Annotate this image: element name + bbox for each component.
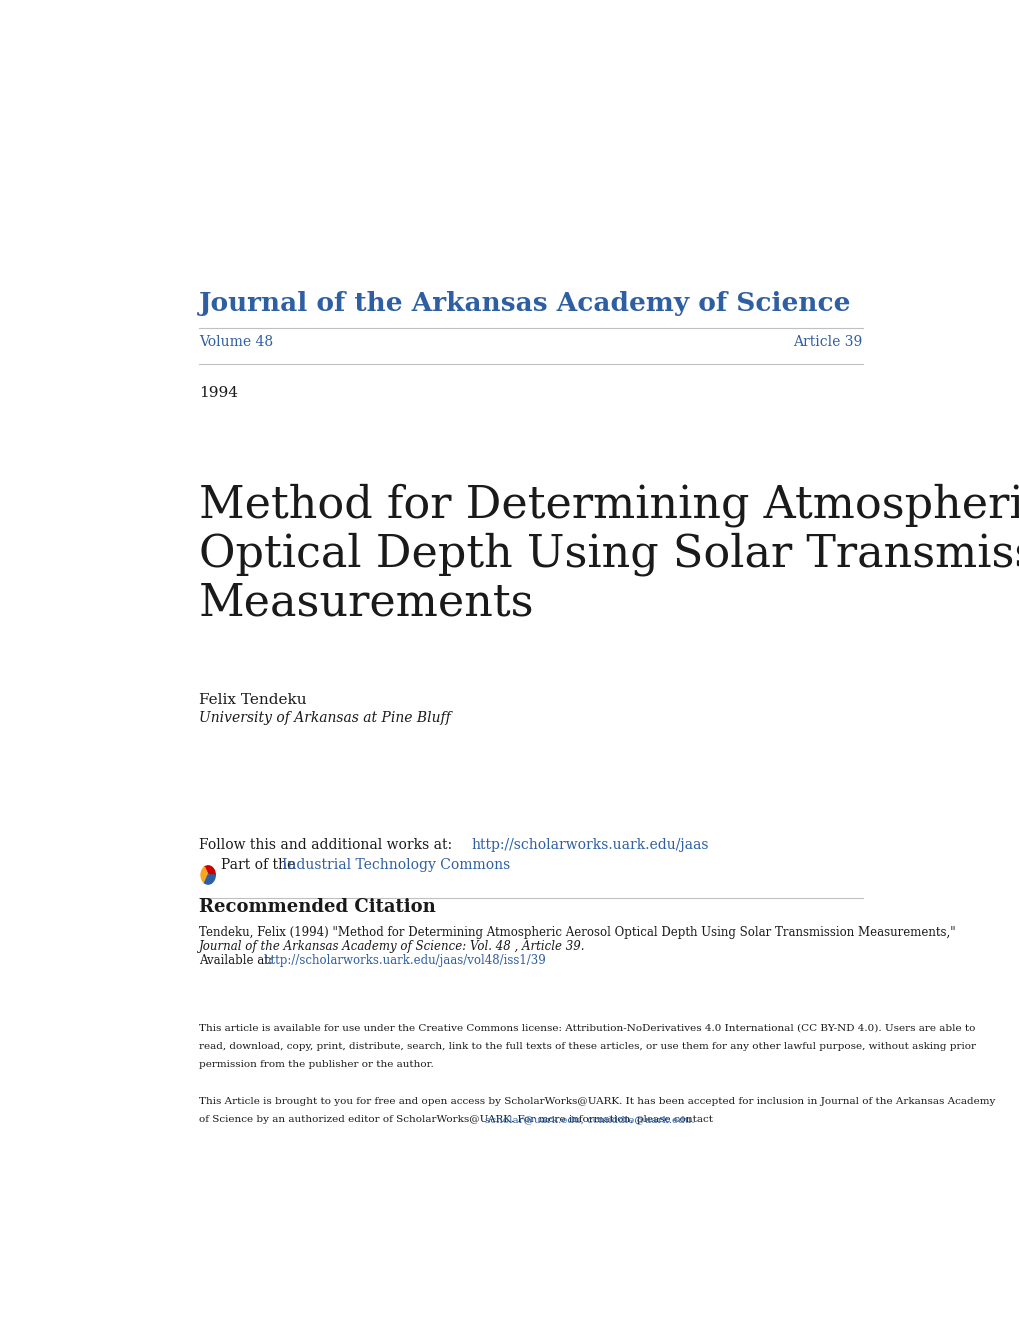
Text: This Article is brought to you for free and open access by ScholarWorks@UARK. It: This Article is brought to you for free … [199, 1097, 995, 1106]
Text: Method for Determining Atmospheric Aerosol
Optical Depth Using Solar Transmissio: Method for Determining Atmospheric Aeros… [199, 483, 1019, 624]
Wedge shape [201, 867, 208, 883]
Text: Journal of the Arkansas Academy of Science: Journal of the Arkansas Academy of Scien… [199, 290, 850, 315]
Text: http://scholarworks.uark.edu/jaas: http://scholarworks.uark.edu/jaas [471, 838, 708, 851]
Text: Tendeku, Felix (1994) "Method for Determining Atmospheric Aerosol Optical Depth : Tendeku, Felix (1994) "Method for Determ… [199, 927, 955, 939]
Text: Article 39: Article 39 [793, 335, 862, 350]
Text: permission from the publisher or the author.: permission from the publisher or the aut… [199, 1060, 433, 1069]
Wedge shape [205, 866, 215, 875]
Text: Recommended Citation: Recommended Citation [199, 898, 435, 916]
Text: Felix Tendeku: Felix Tendeku [199, 693, 306, 708]
Text: Volume 48: Volume 48 [199, 335, 272, 350]
Text: read, download, copy, print, distribute, search, link to the full texts of these: read, download, copy, print, distribute,… [199, 1041, 975, 1051]
Wedge shape [205, 875, 215, 884]
Text: Part of the: Part of the [220, 858, 300, 873]
Text: University of Arkansas at Pine Bluff: University of Arkansas at Pine Bluff [199, 710, 450, 725]
Text: Available at:: Available at: [199, 954, 276, 968]
Text: This article is available for use under the Creative Commons license: Attributio: This article is available for use under … [199, 1023, 974, 1032]
Text: Industrial Technology Commons: Industrial Technology Commons [282, 858, 511, 873]
Text: of Science by an authorized editor of ScholarWorks@UARK. For more information, p: of Science by an authorized editor of Sc… [199, 1115, 715, 1125]
Text: scholar@uark.edu, ccmiddle@uark.edu.: scholar@uark.edu, ccmiddle@uark.edu. [484, 1115, 694, 1125]
Text: Journal of the Arkansas Academy of Science: Vol. 48 , Article 39.: Journal of the Arkansas Academy of Scien… [199, 940, 585, 953]
Text: Follow this and additional works at:: Follow this and additional works at: [199, 838, 455, 851]
Text: 1994: 1994 [199, 387, 237, 400]
Text: http://scholarworks.uark.edu/jaas/vol48/iss1/39: http://scholarworks.uark.edu/jaas/vol48/… [263, 954, 546, 968]
